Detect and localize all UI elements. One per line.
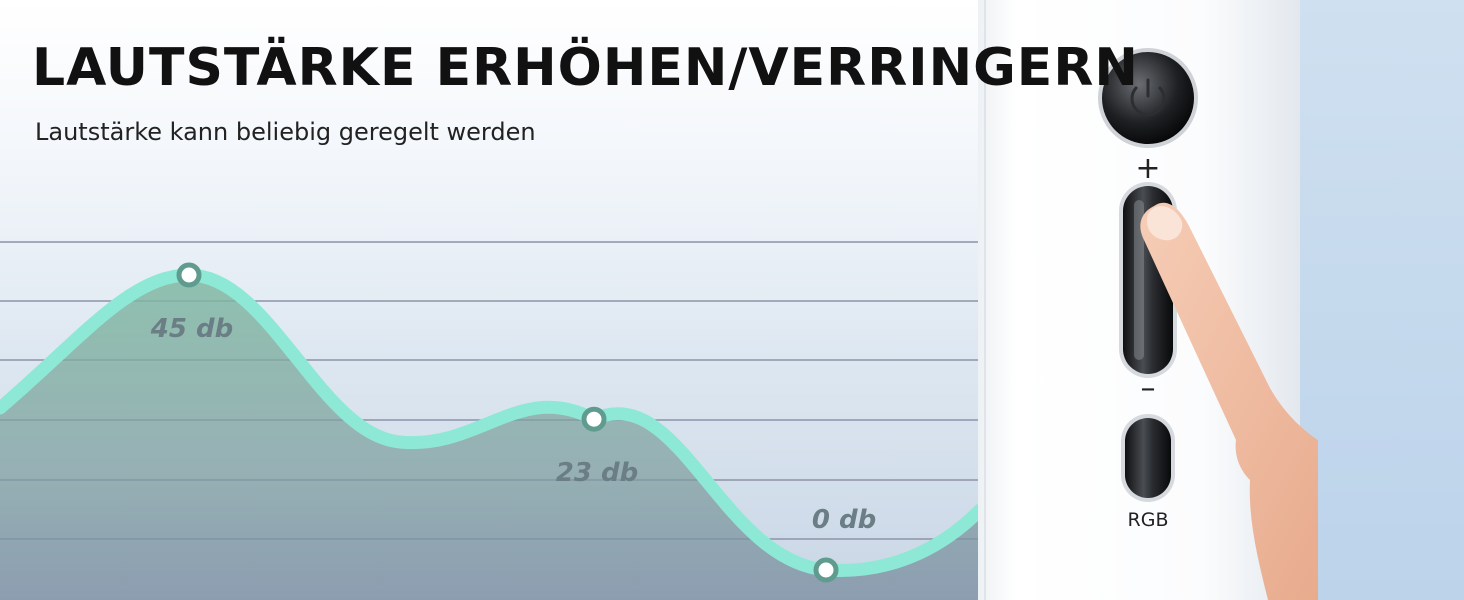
chart-area [0,275,980,600]
data-point [813,557,839,583]
subtitle: Lautstärke kann beliebig geregelt werden [35,118,536,146]
power-button[interactable] [1098,48,1198,148]
rgb-label: RGB [1128,509,1169,531]
power-icon [1130,78,1166,117]
data-label: 0 db [812,505,876,535]
rgb-button[interactable] [1121,414,1175,502]
data-point [176,262,202,288]
minus-label: – [1141,371,1156,406]
data-label: 23 db [556,458,638,488]
background-right [1300,0,1464,600]
finger-illustration [1140,202,1318,600]
data-label: 45 db [150,314,233,344]
device-panel: + – RGB [978,0,1318,600]
page-title: LAUTSTÄRKE ERHÖHEN/VERRINGERN [32,38,1139,98]
volume-chart: 45 db 23 db 0 db [0,241,980,600]
plus-label: + [1135,151,1160,186]
data-point [581,406,607,432]
